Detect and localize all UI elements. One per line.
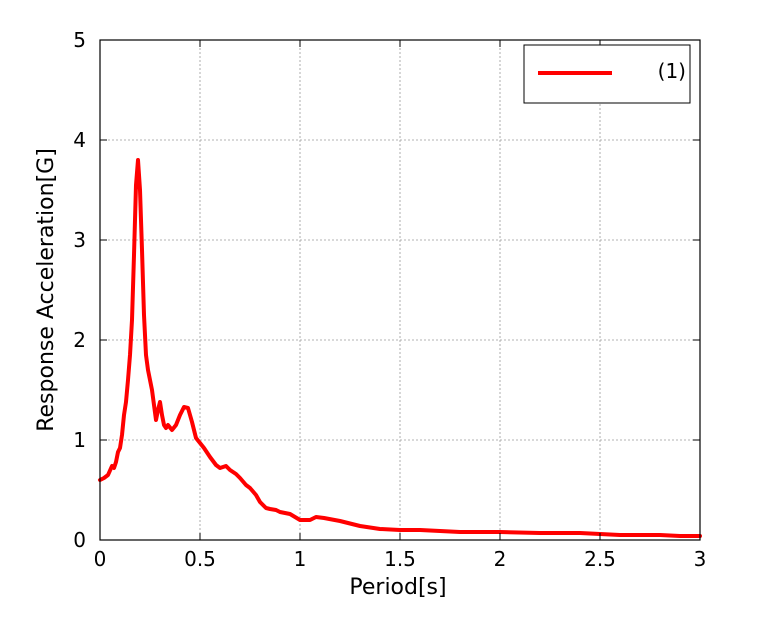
grid-lines [100,40,700,540]
x-tick-labels: 0 0.5 1 1.5 2 2.5 3 [94,547,707,571]
y-tick-label: 4 [73,128,86,152]
x-axis-title: Period[s] [349,575,446,600]
y-tick-label: 3 [73,228,86,252]
x-tick-label: 0 [94,547,107,571]
y-tick-label: 2 [73,328,86,352]
x-tick-label: 1.5 [384,547,416,571]
series-line-1 [98,158,702,538]
y-tick-label: 0 [73,528,86,552]
x-tick-label: 2 [494,547,507,571]
y-axis-title: Response Acceleration[G] [34,148,59,432]
y-tick-label: 1 [73,428,86,452]
y-tick-labels: 0 1 2 3 4 5 [73,28,86,552]
x-tick-label: 0.5 [184,547,216,571]
legend: (1) [523,44,691,104]
series-layer [98,158,702,538]
x-tick-label: 3 [694,547,707,571]
x-tick-label: 2.5 [584,547,616,571]
legend-label-series-1: (1) [658,59,686,83]
x-tick-label: 1 [294,547,307,571]
y-tick-label: 5 [73,28,86,52]
